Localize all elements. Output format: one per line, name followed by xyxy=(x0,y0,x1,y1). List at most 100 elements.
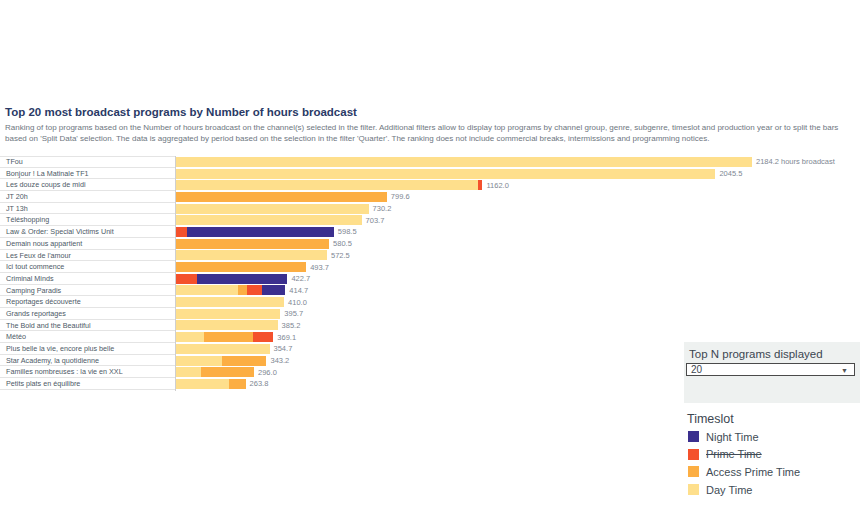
bar-segment-day-time[interactable] xyxy=(176,157,752,167)
legend-label: Day Time xyxy=(706,484,752,496)
bar-value-label: 354.7 xyxy=(274,344,293,353)
row-label: Plus belle la vie, encore plus belle xyxy=(0,343,175,355)
axis-top-line xyxy=(0,156,175,157)
bar-value-label: 422.7 xyxy=(291,274,310,283)
bar-value-label: 369.1 xyxy=(277,333,296,342)
chart-description: Ranking of top programs based on the Num… xyxy=(5,123,838,145)
chart-row: Grands reportages395.7 xyxy=(0,308,860,320)
row-label: Reportages découverte xyxy=(0,296,175,308)
bar-segment-day-time[interactable] xyxy=(176,309,280,319)
bar-segment-day-time[interactable] xyxy=(176,169,715,179)
bar-segment-day-time[interactable] xyxy=(176,297,284,307)
chart-row: The Bold and the Beautiful385.2 xyxy=(0,320,860,332)
row-label: JT 20h xyxy=(0,191,175,203)
top-n-filter-panel: Top N programs displayed 20 ▼ xyxy=(684,342,860,403)
bar-segment-access-prime-time[interactable] xyxy=(222,356,267,366)
bar-segment-access-prime-time[interactable] xyxy=(238,285,247,295)
bar-segment-prime-time[interactable] xyxy=(478,180,483,190)
bar-segment-day-time[interactable] xyxy=(176,332,204,342)
chart-row: Reportages découverte 410.0 xyxy=(0,296,860,308)
top-n-dropdown-value: 20 xyxy=(691,364,702,375)
bar-group: 572.5 xyxy=(175,250,860,262)
bar-value-label: 2184.2 hours broadcast xyxy=(756,157,835,166)
bar-segment-night-time[interactable] xyxy=(262,285,286,295)
row-label: TFou xyxy=(0,156,175,168)
bar-segment-day-time[interactable] xyxy=(176,367,201,377)
bar-value-label: 385.2 xyxy=(282,321,301,330)
bar-value-label: 493.7 xyxy=(310,263,329,272)
bar-group: 422.7 xyxy=(175,273,860,285)
dashboard: Top 20 most broadcast programs by Number… xyxy=(0,0,860,510)
row-label: Météo xyxy=(0,331,175,343)
bar-segment-day-time[interactable] xyxy=(176,320,278,330)
bar-value-label: 263.8 xyxy=(250,379,269,388)
legend-item[interactable]: Night Time xyxy=(687,428,800,446)
bar-segment-day-time[interactable] xyxy=(176,204,369,214)
row-label: Ici tout commence xyxy=(0,261,175,273)
bar-segment-access-prime-time[interactable] xyxy=(176,262,306,272)
dropdown-caret-icon: ▼ xyxy=(841,364,848,375)
bar-group: 580.5 xyxy=(175,238,860,250)
bar-segment-night-time[interactable] xyxy=(187,227,334,237)
chart-row: JT 20h 799.6 xyxy=(0,191,860,203)
legend-label: Night Time xyxy=(706,431,759,443)
bar-group: 703.7 xyxy=(175,214,860,226)
bar-segment-day-time[interactable] xyxy=(176,344,270,354)
chart-row: Demain nous appartient580.5 xyxy=(0,238,860,250)
row-label: Law & Order: Special Victims Unit xyxy=(0,226,175,238)
bar-segment-night-time[interactable] xyxy=(197,274,287,284)
bar-segment-access-prime-time[interactable] xyxy=(176,192,387,202)
row-label: Star Academy, la quotidienne xyxy=(0,355,175,367)
bar-group: 1162.0 xyxy=(175,179,860,191)
bar-value-label: 580.5 xyxy=(333,239,352,248)
bar-segment-day-time[interactable] xyxy=(176,356,222,366)
chart-row: Criminal Minds422.7 xyxy=(0,273,860,285)
row-label: Petits plats en équilibre xyxy=(0,378,175,390)
bar-segment-access-prime-time[interactable] xyxy=(229,379,246,389)
bar-value-label: 703.7 xyxy=(366,216,385,225)
legend-label: Access Prime Time xyxy=(706,466,800,478)
bar-value-label: 410.0 xyxy=(288,298,307,307)
bar-segment-prime-time[interactable] xyxy=(253,332,274,342)
chart-description-line1: Ranking of top programs based on the Num… xyxy=(5,123,838,134)
bar-value-label: 799.6 xyxy=(391,192,410,201)
bar-segment-day-time[interactable] xyxy=(176,250,327,260)
bar-value-label: 414.7 xyxy=(289,286,308,295)
bar-segment-access-prime-time[interactable] xyxy=(201,367,254,377)
bar-group: 598.5 xyxy=(175,226,860,238)
bar-value-label: 1162.0 xyxy=(486,181,508,190)
bar-segment-prime-time[interactable] xyxy=(176,227,187,237)
axis-line xyxy=(175,156,176,391)
bar-segment-access-prime-time[interactable] xyxy=(176,239,329,249)
chart-row: Téléshopping703.7 xyxy=(0,214,860,226)
legend-item[interactable]: Day Time xyxy=(687,481,800,499)
bar-group: 385.2 xyxy=(175,320,860,332)
row-label: Grands reportages xyxy=(0,308,175,320)
legend-title: Timeslot xyxy=(687,412,800,426)
legend-label: Prime Time xyxy=(706,448,762,460)
timeslot-legend: Timeslot Night Time Prime Time Access Prim… xyxy=(687,412,800,498)
bar-group: 730.2 xyxy=(175,203,860,215)
bar-segment-prime-time[interactable] xyxy=(247,285,262,295)
bar-group: 799.6 xyxy=(175,191,860,203)
bar-segment-prime-time[interactable] xyxy=(176,274,197,284)
legend-item[interactable]: Prime Time xyxy=(687,446,800,464)
chart-row: Ici tout commence 493.7 xyxy=(0,261,860,273)
bar-segment-day-time[interactable] xyxy=(176,379,229,389)
chart-row: Bonjour ! La Matinale TF12045.5 xyxy=(0,168,860,180)
bar-segment-day-time[interactable] xyxy=(176,180,478,190)
bar-group: 395.7 xyxy=(175,308,860,320)
bar-value-label: 730.2 xyxy=(373,204,392,213)
bar-group: 414.7 xyxy=(175,285,860,297)
bar-value-label: 572.5 xyxy=(331,251,350,260)
bar-segment-access-prime-time[interactable] xyxy=(204,332,252,342)
bar-group: 410.0 xyxy=(175,296,860,308)
row-label: JT 13h xyxy=(0,203,175,215)
top-n-dropdown[interactable]: 20 ▼ xyxy=(686,363,855,376)
legend-item[interactable]: Access Prime Time xyxy=(687,463,800,481)
row-label: Bonjour ! La Matinale TF1 xyxy=(0,168,175,180)
bar-segment-day-time[interactable] xyxy=(176,285,238,295)
bar-segment-day-time[interactable] xyxy=(176,215,362,225)
chart-title: Top 20 most broadcast programs by Number… xyxy=(5,106,357,118)
bar-group: 2045.5 xyxy=(175,168,860,180)
